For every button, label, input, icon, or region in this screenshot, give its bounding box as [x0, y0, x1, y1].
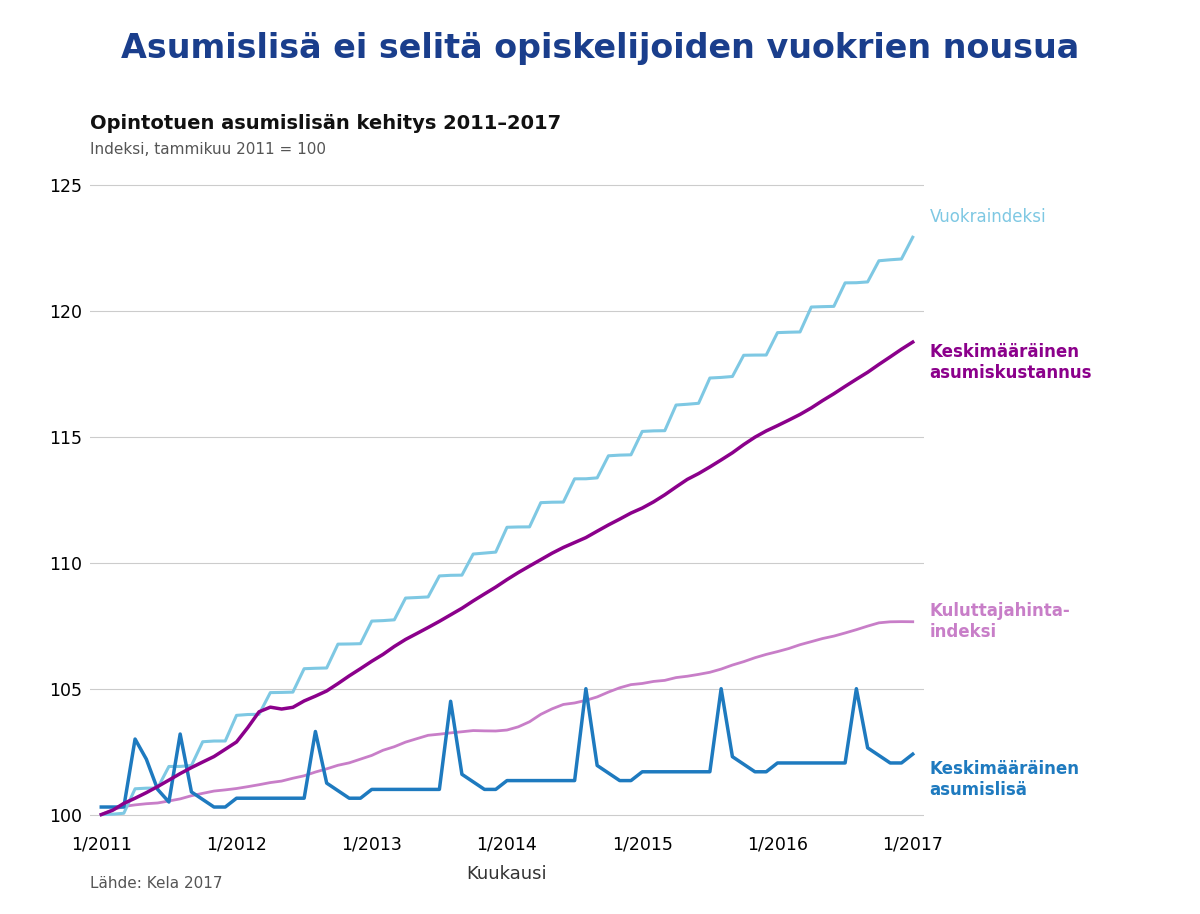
X-axis label: Kuukausi: Kuukausi [467, 865, 547, 883]
Text: Asumislisä ei selitä opiskelijoiden vuokrien nousua: Asumislisä ei selitä opiskelijoiden vuok… [121, 32, 1079, 65]
Text: Indeksi, tammikuu 2011 = 100: Indeksi, tammikuu 2011 = 100 [90, 142, 326, 156]
Text: Kuluttajahinta-
indeksi: Kuluttajahinta- indeksi [930, 602, 1070, 641]
Text: Opintotuen asumislisän kehitys 2011–2017: Opintotuen asumislisän kehitys 2011–2017 [90, 114, 562, 133]
Text: Keskimääräinen
asumiskustannus: Keskimääräinen asumiskustannus [930, 343, 1092, 382]
Text: Keskimääräinen
asumislisä: Keskimääräinen asumislisä [930, 760, 1080, 799]
Text: Lähde: Kela 2017: Lähde: Kela 2017 [90, 877, 222, 891]
Text: Vuokraindeksi: Vuokraindeksi [930, 208, 1046, 226]
